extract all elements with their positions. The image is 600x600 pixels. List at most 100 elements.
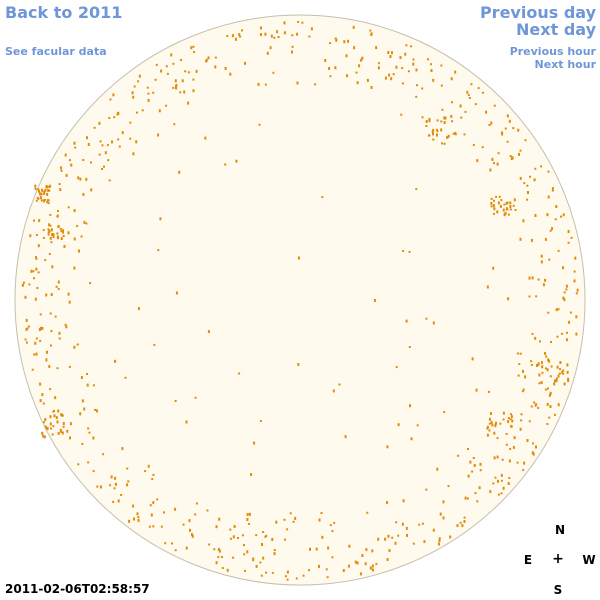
facula-mark [488,429,491,432]
facula-mark [62,422,65,425]
facula-mark [24,338,27,341]
facula-mark [425,125,428,127]
back-to-year-link[interactable]: Back to 2011 [5,3,123,22]
facula-mark [463,520,466,523]
facula-mark [92,470,95,473]
facula-mark [508,459,511,463]
facula-mark [575,332,578,336]
facula-mark [29,234,32,238]
facula-mark [214,56,217,59]
facula-mark [114,359,117,363]
facula-mark [221,567,224,569]
compass-north-label: N [554,523,566,537]
facula-mark [69,422,72,426]
facula-mark [191,534,194,538]
see-facular-data-link[interactable]: See facular data [5,45,107,58]
facula-mark [82,192,85,196]
facula-mark [33,277,35,280]
facula-mark [147,464,150,468]
facula-mark [120,494,123,496]
facula-mark [555,379,558,383]
facula-mark [516,461,519,464]
facula-mark [490,197,493,200]
facula-mark [356,561,359,565]
facula-mark [494,424,497,428]
facula-mark [460,116,463,119]
facula-mark [50,330,53,333]
facula-mark [73,345,76,349]
facula-mark [406,533,408,537]
facula-mark [34,184,37,188]
facula-mark [224,67,227,70]
facula-mark [505,432,508,435]
facula-mark [404,52,407,56]
facula-mark [180,59,182,61]
facula-mark [79,177,82,181]
facula-mark [108,179,111,182]
facula-mark [517,128,520,132]
facula-mark [365,548,368,552]
facula-mark [522,369,524,373]
next-day-link[interactable]: Next day [516,20,596,39]
facula-mark [540,361,543,365]
facula-mark [56,420,59,424]
facula-mark [207,56,210,60]
facula-mark [443,142,446,145]
previous-hour-link[interactable]: Previous hour [509,45,596,58]
facula-mark [41,431,44,435]
facula-mark [481,146,484,149]
facula-mark [284,575,287,578]
facula-mark [321,535,324,539]
facula-mark [54,396,57,400]
facula-mark [56,367,59,370]
facula-mark [505,201,508,205]
facula-mark [137,307,140,311]
facula-mark [387,51,390,54]
facular-features [21,20,579,581]
previous-day-link[interactable]: Previous day [479,3,596,22]
facula-mark [320,512,323,514]
facula-mark [232,556,235,559]
facula-mark [565,284,568,288]
facula-mark [505,443,508,446]
facula-mark [175,84,178,87]
facula-mark [443,411,446,414]
facula-mark [432,138,435,141]
facula-mark [128,519,131,523]
facula-mark [481,91,484,94]
facula-mark [538,373,541,377]
facula-mark [49,224,52,227]
facula-mark [297,363,300,366]
next-hour-link[interactable]: Next hour [534,58,597,71]
facula-mark [544,278,547,282]
facula-mark [452,132,455,135]
facula-mark [537,406,540,409]
facula-mark [101,168,103,170]
facula-mark [440,120,443,123]
facula-mark [324,59,327,62]
facula-mark [518,152,520,156]
facula-mark [283,518,286,521]
facula-mark [534,214,537,217]
facula-mark [273,552,276,556]
facula-mark [478,486,481,490]
facula-mark [423,540,426,544]
facula-mark [82,159,85,161]
facula-mark [260,574,263,577]
facula-mark [528,420,531,423]
facula-mark [329,42,331,45]
facula-mark [37,188,40,191]
facula-mark [421,522,424,525]
facula-mark [490,420,493,424]
facula-mark [137,516,140,519]
facula-mark [54,315,57,318]
facula-mark [45,185,48,188]
facula-mark [246,513,249,516]
facula-mark [544,237,547,241]
facula-mark [35,267,38,271]
facula-mark [73,237,76,241]
facula-mark [390,77,393,81]
facula-mark [401,67,404,70]
facula-mark [116,112,119,116]
facula-mark [255,564,258,568]
